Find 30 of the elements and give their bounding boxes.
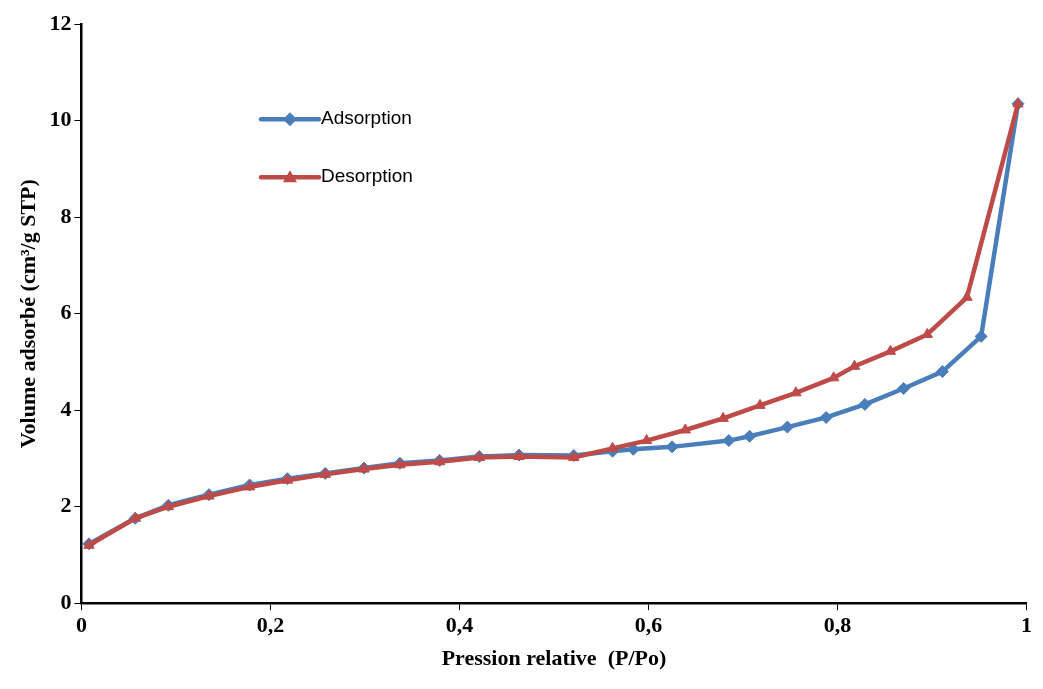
point — [679, 423, 692, 434]
legend-label: Desorption — [320, 165, 413, 187]
point — [606, 441, 619, 452]
x-tick-label: 0,2 — [256, 612, 285, 638]
legend-label: Adsorption — [320, 107, 412, 129]
x-axis-title: Pression relative (P/Po) — [441, 645, 667, 671]
y-tick-label: 2 — [60, 492, 72, 518]
x-tick-label: 0,6 — [634, 612, 663, 638]
y-tick-label: 8 — [60, 202, 72, 228]
y-axis-title: Volume adsorbé (cm³/g STP) — [14, 179, 40, 449]
y-tick-label: 10 — [49, 106, 72, 132]
point — [961, 290, 973, 301]
point — [935, 365, 949, 379]
point — [743, 429, 757, 443]
y-tick-label: 4 — [60, 395, 72, 421]
y-tick-label: 0 — [60, 588, 72, 614]
x-tick-label: 1 — [1021, 612, 1032, 638]
point — [819, 410, 833, 424]
y-tick-label: 6 — [60, 299, 72, 325]
point — [665, 440, 679, 454]
point — [722, 434, 736, 448]
x-tick-label: 0,4 — [445, 612, 474, 638]
point — [790, 386, 802, 397]
y-tick-label: 12 — [49, 9, 72, 35]
point — [897, 381, 911, 395]
point — [640, 434, 653, 445]
point — [974, 329, 988, 343]
point — [858, 397, 872, 411]
x-tick-label: 0,8 — [823, 612, 852, 638]
point — [780, 420, 794, 434]
